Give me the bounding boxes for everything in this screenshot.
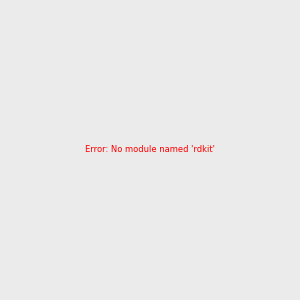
Text: Error: No module named 'rdkit': Error: No module named 'rdkit' [85, 146, 215, 154]
